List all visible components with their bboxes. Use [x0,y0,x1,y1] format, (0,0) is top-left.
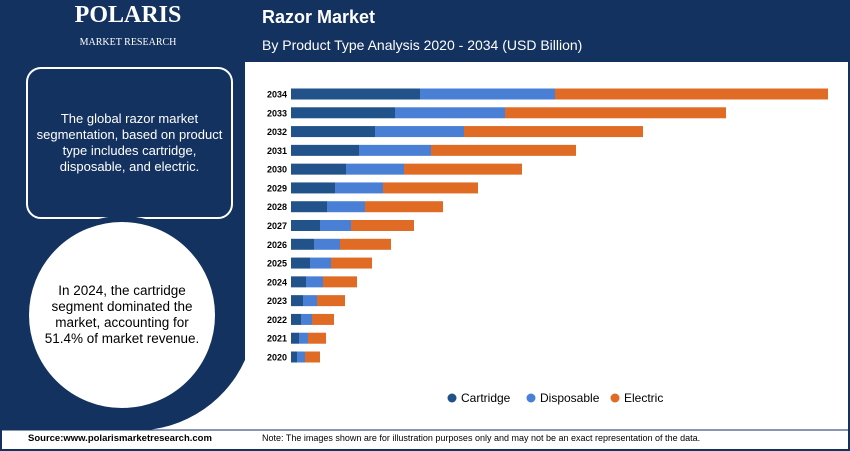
bar-segment [555,88,828,100]
bar-segment [291,126,375,138]
legend-marker [526,393,536,403]
y-tick-label: 2029 [267,183,287,193]
bar-segment [395,107,505,119]
segmentation-text: The global razor market segmentation, ba… [36,111,223,174]
bar-segment [404,163,522,175]
bar-segment [317,295,345,307]
bar-segment [351,220,414,231]
legend-marker [610,393,620,403]
bar-segment [305,351,320,363]
bar-segment [365,201,443,213]
y-tick-label: 2021 [267,334,287,344]
header-band [245,0,850,62]
bar-segment [320,220,351,231]
source: Source:www.polarismarketresearch.com [28,433,212,444]
bar-segment [291,88,420,100]
bar-segment [312,313,334,325]
y-tick-label: 2020 [267,353,287,363]
y-tick-label: 2030 [267,165,287,175]
bar-segment [383,182,478,194]
bar-segment [359,144,431,156]
bar-segment [331,257,372,269]
bar-segment [327,201,365,213]
y-tick-label: 2023 [267,296,287,306]
bar-segment [306,276,323,288]
legend-label: Cartridge [461,391,511,405]
bar-segment [464,126,643,138]
y-tick-label: 2033 [267,108,287,118]
bar-segment [291,107,395,119]
bar-segment [291,163,346,175]
y-tick-label: 2032 [267,127,287,137]
logo-name: POLARIS [75,2,182,28]
y-tick-label: 2025 [267,259,287,269]
bar-segment [291,276,306,288]
bar-segment [291,313,301,325]
legend-label: Electric [624,391,663,405]
bar-segment [291,257,310,269]
bar-segment [291,351,297,363]
note: Note: The images shown are for illustrat… [262,433,700,443]
bar-segment [291,332,299,344]
legend-label: Disposable [540,391,600,405]
bar-segment [291,201,327,213]
y-tick-label: 2031 [267,146,287,156]
y-tick-label: 2034 [267,90,287,100]
bar-segment [297,351,305,363]
y-tick-label: 2024 [267,277,287,287]
bar-segment [375,126,464,138]
bar-segment [301,313,312,325]
bar-segment [308,332,326,344]
bar-segment [335,182,383,194]
bar-segment [303,295,317,307]
highlight-circle [23,216,221,414]
bar-segment [291,182,335,194]
bar-segment [340,238,391,250]
chart-title: Razor Market [262,7,375,27]
y-tick-label: 2027 [267,221,287,231]
bar-segment [323,276,357,288]
bar-segment [314,238,340,250]
legend-marker [447,393,457,403]
chart-subtitle: By Product Type Analysis 2020 - 2034 (US… [262,37,582,53]
highlight-text: In 2024, the cartridge segment dominated… [44,283,200,346]
bar-segment [310,257,331,269]
bar-segment [291,295,303,307]
y-tick-label: 2028 [267,202,287,212]
y-tick-label: 2022 [267,315,287,325]
bar-segment [346,163,404,175]
bar-segment [431,144,576,156]
y-tick-label: 2026 [267,240,287,250]
bar-segment [291,144,359,156]
bar-segment [291,220,320,231]
bar-segment [505,107,726,119]
bar-segment [291,238,314,250]
logo-tagline: MARKET RESEARCH [80,37,177,48]
bar-segment [420,88,555,100]
bar-segment [299,332,308,344]
